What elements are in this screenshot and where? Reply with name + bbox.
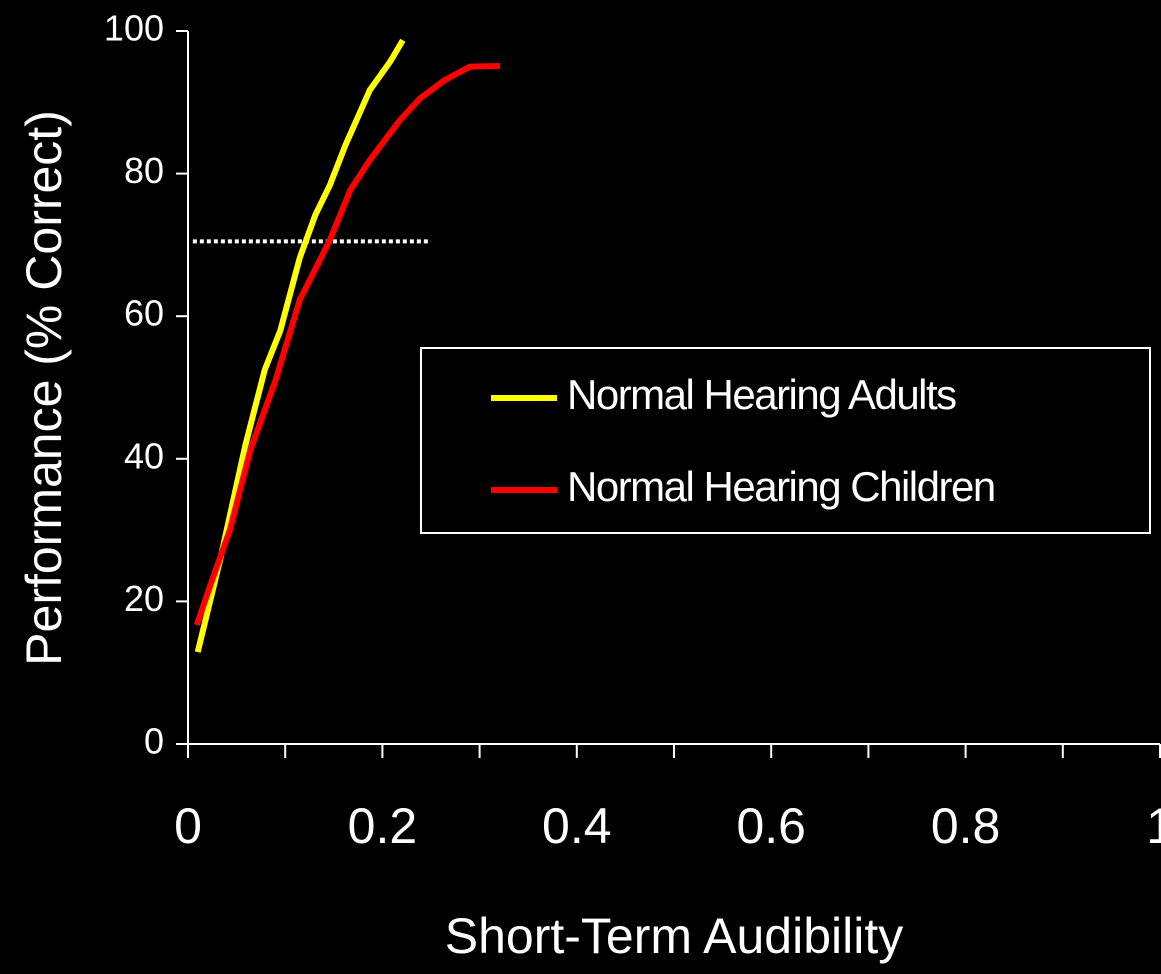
legend-box (420, 347, 1151, 534)
y-tick-label: 80 (124, 150, 164, 191)
x-axis-label: Short-Term Audibility (445, 908, 904, 964)
y-tick-label: 20 (124, 578, 164, 619)
series-line (194, 38, 406, 653)
x-tick-label: 0.8 (931, 798, 1001, 854)
y-tick-label: 40 (124, 435, 164, 476)
x-tick-label: 0.6 (736, 798, 806, 854)
legend-label: Normal Hearing Adults (567, 371, 956, 418)
y-tick-label: 60 (124, 293, 164, 334)
y-tick-label: 100 (104, 8, 164, 49)
legend-label: Normal Hearing Children (567, 463, 995, 510)
x-tick-label: 0.2 (348, 798, 418, 854)
y-axis-label: Performance (% Correct) (16, 110, 72, 666)
x-tick-label: 1 (1146, 798, 1161, 854)
x-tick-label: 0 (174, 798, 202, 854)
series-line (193, 62, 501, 626)
x-tick-label: 0.4 (542, 798, 612, 854)
y-tick-label: 0 (144, 721, 164, 762)
